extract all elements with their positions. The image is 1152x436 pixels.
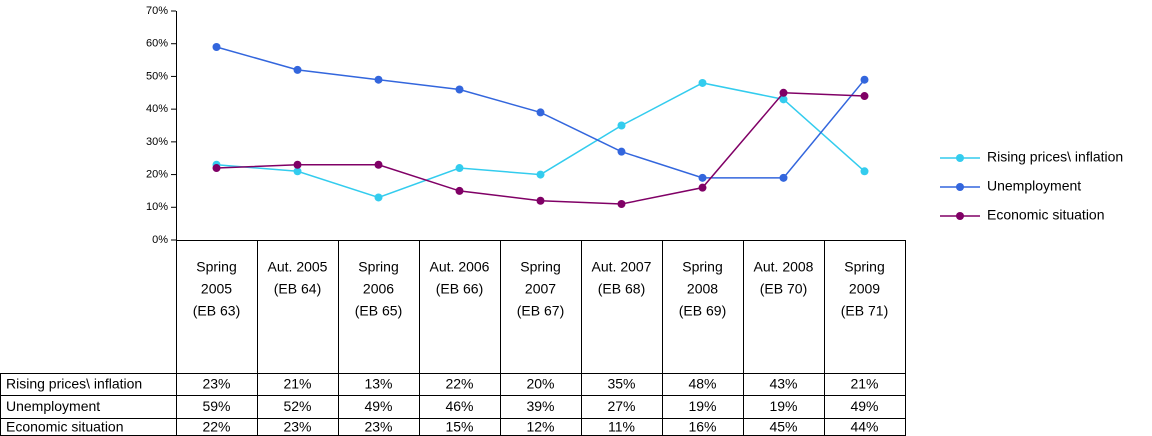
data-point	[698, 183, 707, 192]
table-value: 46%	[445, 398, 473, 414]
data-point	[860, 92, 869, 101]
x-tick-label: Spring	[682, 259, 722, 275]
y-tick-label: 30%	[146, 136, 168, 148]
x-tick-label: (EB 65)	[355, 303, 402, 319]
data-point	[455, 186, 464, 195]
table-value: 15%	[445, 419, 473, 435]
x-tick-label: Spring	[358, 259, 398, 275]
table-value: 23%	[364, 419, 392, 435]
data-point	[374, 160, 383, 169]
y-tick-label: 60%	[146, 38, 168, 50]
x-tick-label: 2005	[201, 281, 232, 297]
x-tick-label: (EB 63)	[193, 303, 240, 319]
x-tick-label: 2009	[849, 281, 880, 297]
data-point	[698, 78, 707, 87]
x-tick-label: 2007	[525, 281, 556, 297]
data-point	[374, 193, 383, 202]
y-tick-label: 50%	[146, 70, 168, 82]
table-value: 52%	[283, 398, 311, 414]
legend-marker	[956, 154, 964, 162]
table-value: 16%	[688, 419, 716, 435]
data-point	[617, 121, 626, 130]
legend-label: Economic situation	[987, 207, 1105, 223]
data-point	[293, 167, 302, 176]
y-tick-label: 20%	[146, 168, 168, 180]
table-value: 45%	[769, 419, 797, 435]
table-value: 20%	[526, 376, 554, 392]
x-tick-label: 2008	[687, 281, 718, 297]
table-value: 48%	[688, 376, 716, 392]
x-tick-label: Aut. 2008	[754, 259, 814, 275]
data-point	[536, 108, 545, 117]
data-point	[779, 88, 788, 97]
data-point	[617, 200, 626, 209]
x-tick-label: (EB 71)	[841, 303, 888, 319]
table-value: 21%	[283, 376, 311, 392]
data-point	[536, 170, 545, 179]
table-value: 11%	[608, 419, 635, 435]
data-point	[779, 95, 788, 104]
table-value: 19%	[688, 398, 716, 414]
x-tick-label: (EB 68)	[598, 281, 645, 297]
row-label: Unemployment	[6, 398, 100, 414]
x-tick-label: (EB 69)	[679, 303, 726, 319]
data-point	[536, 196, 545, 205]
x-tick-label: (EB 67)	[517, 303, 564, 319]
data-point	[617, 147, 626, 156]
data-point	[860, 75, 869, 84]
table-value: 22%	[445, 376, 473, 392]
x-tick-label: (EB 64)	[274, 281, 321, 297]
row-label: Economic situation	[6, 419, 124, 435]
data-point	[293, 65, 302, 74]
x-tick-label: (EB 70)	[760, 281, 807, 297]
table-value: 43%	[769, 376, 797, 392]
data-point	[455, 164, 464, 173]
x-tick-label: Spring	[520, 259, 560, 275]
table-value: 49%	[850, 398, 878, 414]
x-tick-label: Aut. 2007	[592, 259, 652, 275]
y-tick-label: 40%	[146, 103, 168, 115]
data-point	[374, 75, 383, 84]
legend-label: Unemployment	[987, 178, 1081, 194]
table-value: 39%	[526, 398, 554, 414]
data-point	[860, 167, 869, 176]
x-tick-label: Spring	[844, 259, 884, 275]
row-label: Rising prices\ inflation	[6, 376, 142, 392]
legend-label: Rising prices\ inflation	[987, 149, 1123, 165]
data-point	[455, 85, 464, 94]
data-point	[779, 173, 788, 182]
x-tick-label: Aut. 2006	[430, 259, 490, 275]
y-tick-label: 70%	[146, 5, 168, 17]
table-value: 13%	[364, 376, 392, 392]
x-tick-label: (EB 66)	[436, 281, 483, 297]
table-value: 23%	[202, 376, 230, 392]
table-value: 21%	[850, 376, 878, 392]
table-value: 44%	[850, 419, 878, 435]
data-point	[212, 42, 221, 51]
table-value: 19%	[769, 398, 797, 414]
table-value: 59%	[202, 398, 230, 414]
data-point	[698, 173, 707, 182]
x-tick-label: Aut. 2005	[268, 259, 328, 275]
y-tick-label: 0%	[152, 234, 168, 246]
table-value: 27%	[607, 398, 635, 414]
table-value: 49%	[364, 398, 392, 414]
table-value: 23%	[283, 419, 311, 435]
table-value: 35%	[607, 376, 635, 392]
x-tick-label: 2006	[363, 281, 394, 297]
legend-marker	[956, 212, 964, 220]
x-tick-label: Spring	[196, 259, 236, 275]
y-tick-label: 10%	[146, 201, 168, 213]
data-point	[293, 160, 302, 169]
series-line	[216, 82, 865, 199]
legend-marker	[956, 183, 964, 191]
table-value: 12%	[526, 419, 554, 435]
data-point	[212, 164, 221, 173]
table-value: 22%	[202, 419, 230, 435]
